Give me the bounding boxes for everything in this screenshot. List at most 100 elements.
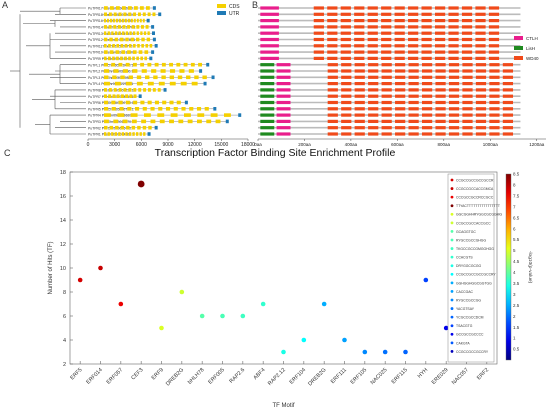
wd40-domain bbox=[421, 56, 432, 60]
colorbar-tick-label: 1.5 bbox=[513, 325, 520, 330]
wd40-domain bbox=[408, 50, 419, 54]
legend-entry: CCGCCGCCACCGMCA bbox=[456, 187, 494, 191]
cds-segment bbox=[104, 25, 107, 29]
gene-label: PuTPR5 PueChr06G000750.1 bbox=[88, 107, 134, 111]
cds-segment bbox=[142, 18, 145, 23]
colorbar bbox=[505, 173, 512, 361]
cds-segment bbox=[196, 119, 202, 124]
wd40-domain bbox=[488, 37, 500, 42]
gene-axis-tick-label: 12000 bbox=[188, 142, 202, 148]
wd40-domain bbox=[448, 50, 459, 54]
utr-segment bbox=[138, 94, 142, 98]
cds-segment bbox=[125, 31, 129, 35]
protein-axis-tick-label: 400aa bbox=[345, 142, 358, 147]
cds-segment bbox=[187, 119, 193, 124]
wd40-domain bbox=[367, 37, 378, 42]
wd40-domain bbox=[448, 82, 460, 86]
wd40-domain bbox=[341, 126, 352, 130]
y-tick-label: 14 bbox=[60, 218, 66, 224]
cds-segment bbox=[112, 75, 117, 80]
wd40-domain bbox=[448, 56, 459, 60]
utr-legend-label: UTR bbox=[229, 11, 240, 17]
wd40-domain bbox=[435, 94, 446, 98]
cds-segment bbox=[120, 44, 124, 48]
cds-segment bbox=[118, 31, 121, 35]
wd40-domain bbox=[381, 25, 392, 29]
colorbar-tick-label: 8 bbox=[513, 183, 516, 188]
wd40-domain bbox=[502, 63, 514, 67]
wd40-domain bbox=[341, 107, 352, 111]
wd40-domain bbox=[368, 82, 379, 86]
wd40-domain bbox=[475, 88, 487, 92]
wd40-domain bbox=[435, 88, 446, 92]
colorbar-tick-label: 5.5 bbox=[513, 237, 520, 242]
colorbar-tick-label: 3 bbox=[513, 292, 516, 297]
cds-segment bbox=[117, 25, 121, 29]
cds-segment bbox=[146, 37, 151, 42]
wd40-domain bbox=[435, 82, 446, 86]
wd40-domain bbox=[448, 69, 460, 73]
wd40-domain bbox=[408, 25, 419, 29]
cds-segment bbox=[127, 50, 131, 54]
ctlh-domain bbox=[260, 19, 279, 23]
cds-segment bbox=[111, 31, 114, 35]
cds-segment bbox=[107, 132, 110, 136]
utr-segment bbox=[152, 31, 155, 35]
wd40-domain bbox=[421, 132, 433, 136]
cds-segment bbox=[137, 44, 140, 48]
cds-segment bbox=[109, 37, 113, 42]
wd40-domain bbox=[421, 75, 433, 79]
wd40-domain bbox=[327, 100, 338, 105]
wd40-domain bbox=[502, 132, 514, 136]
cds-segment bbox=[118, 88, 122, 92]
wd40-domain bbox=[367, 19, 378, 23]
wd40-domain bbox=[489, 119, 500, 123]
panel-b-letter: B bbox=[252, 0, 259, 10]
cds-segment bbox=[147, 31, 150, 35]
wd40-domain bbox=[502, 75, 514, 79]
wd40-domain bbox=[327, 107, 338, 111]
x-tick-label: ERF105 bbox=[350, 367, 369, 386]
utr-segment bbox=[151, 25, 155, 29]
wd40-domain bbox=[475, 132, 487, 136]
panel-a-letter: A bbox=[2, 0, 9, 10]
lish-domain bbox=[260, 107, 275, 111]
wd40-domain bbox=[475, 31, 486, 35]
gene-label: PuTPL1 PueChr13G016470.1 bbox=[88, 63, 133, 67]
x-tick-label: ERF104 bbox=[289, 367, 308, 386]
cds-segment bbox=[104, 37, 108, 42]
wd40-domain bbox=[313, 50, 324, 54]
cds-segment bbox=[110, 6, 114, 10]
lish-domain bbox=[260, 94, 275, 98]
wd40-domain bbox=[341, 82, 352, 86]
cds-segment bbox=[133, 100, 138, 105]
wd40-domain bbox=[462, 119, 473, 123]
wd40-domain bbox=[368, 88, 379, 92]
legend-marker bbox=[450, 187, 454, 190]
cds-segment bbox=[152, 88, 156, 92]
wd40-domain bbox=[502, 100, 514, 105]
cds-segment bbox=[125, 94, 129, 98]
wd40-domain bbox=[461, 6, 473, 10]
wd40-domain bbox=[421, 94, 433, 98]
wd40-domain bbox=[367, 56, 378, 60]
data-point bbox=[220, 313, 225, 319]
cds-segment bbox=[144, 50, 149, 54]
wd40-domain bbox=[421, 69, 433, 73]
cds-segment bbox=[125, 132, 128, 136]
cds-segment bbox=[108, 12, 112, 17]
wd40-domain bbox=[395, 82, 406, 86]
wd40-domain bbox=[488, 56, 500, 60]
data-point bbox=[199, 313, 205, 319]
x-axis-label: TF Motif bbox=[273, 403, 295, 409]
wd40-domain bbox=[395, 113, 406, 117]
wd40-domain bbox=[395, 69, 406, 73]
wd40-domain bbox=[448, 126, 460, 130]
cds-segment bbox=[161, 62, 166, 67]
cds-segment bbox=[186, 75, 191, 80]
protein-axis-tick-label: 1200aa bbox=[529, 142, 545, 147]
cds-segment bbox=[183, 62, 188, 67]
cds-segment bbox=[140, 62, 145, 67]
wd40-domain bbox=[462, 132, 473, 136]
cds-segment bbox=[202, 75, 207, 80]
